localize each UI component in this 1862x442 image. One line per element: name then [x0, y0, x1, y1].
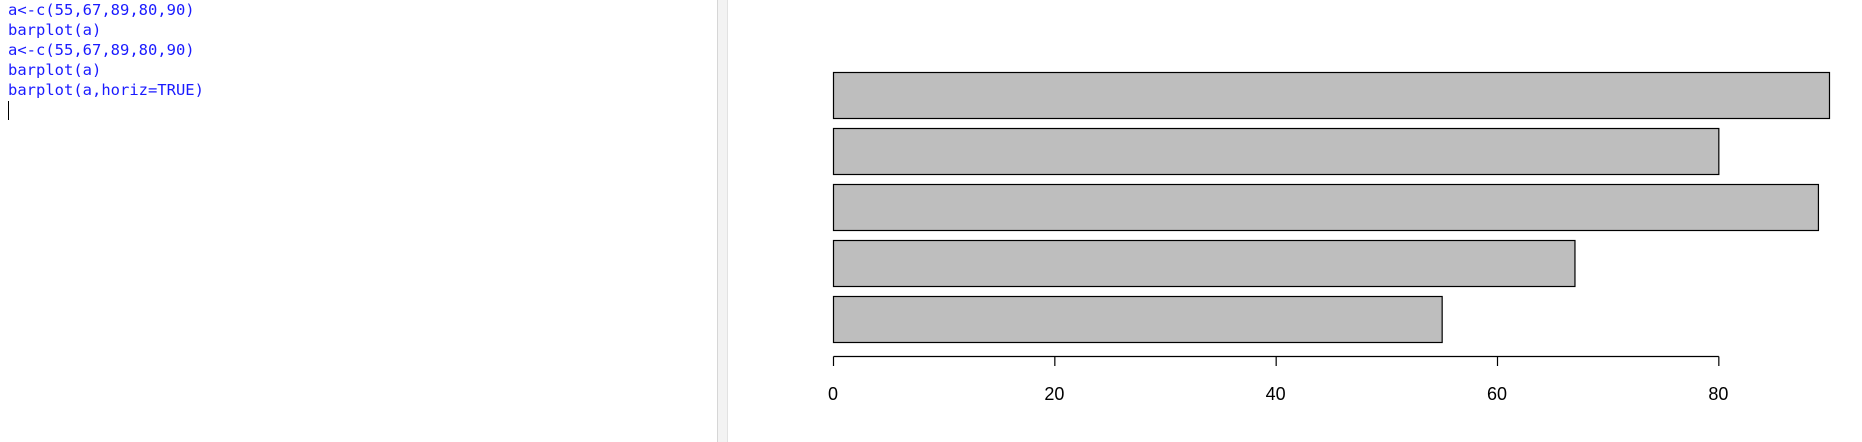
x-tick-label-80: 80 [1708, 384, 1728, 404]
x-tick-label-0: 0 [828, 384, 838, 404]
console-line-3: a<-c(55,67,89,80,90) [8, 41, 195, 59]
console-line-5: barplot(a,horiz=TRUE) [8, 81, 204, 99]
bar-2 [832, 239, 1576, 288]
console-line-2: barplot(a) [8, 21, 102, 39]
x-tick-label-20: 20 [1044, 384, 1064, 404]
barplot-chart: 0 20 40 60 80 [828, 71, 1831, 404]
console-line-4: barplot(a) [8, 61, 102, 79]
bar-5 [832, 71, 1831, 120]
x-tick-label-60: 60 [1487, 384, 1507, 404]
console-lines: a<-c(55,67,89,80,90) barplot(a) a<-c(55,… [0, 0, 717, 121]
text-cursor [8, 101, 9, 120]
bar-4 [832, 127, 1720, 176]
x-tick-label-40: 40 [1266, 384, 1286, 404]
bar-1 [832, 295, 1443, 344]
bar-3 [832, 183, 1820, 232]
console-pane[interactable]: a<-c(55,67,89,80,90) barplot(a) a<-c(55,… [0, 0, 718, 442]
console-line-1: a<-c(55,67,89,80,90) [8, 1, 195, 19]
plot-pane: 0 20 40 60 80 [728, 0, 1862, 442]
console-input-line[interactable] [8, 101, 717, 121]
pane-splitter[interactable] [718, 0, 728, 442]
